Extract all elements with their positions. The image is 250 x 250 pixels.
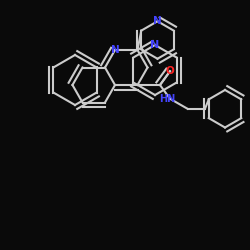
Text: N: N (150, 40, 160, 50)
Text: N: N (110, 45, 120, 55)
Text: N: N (153, 16, 162, 26)
Text: HN: HN (160, 94, 176, 104)
Text: O: O (166, 66, 174, 76)
